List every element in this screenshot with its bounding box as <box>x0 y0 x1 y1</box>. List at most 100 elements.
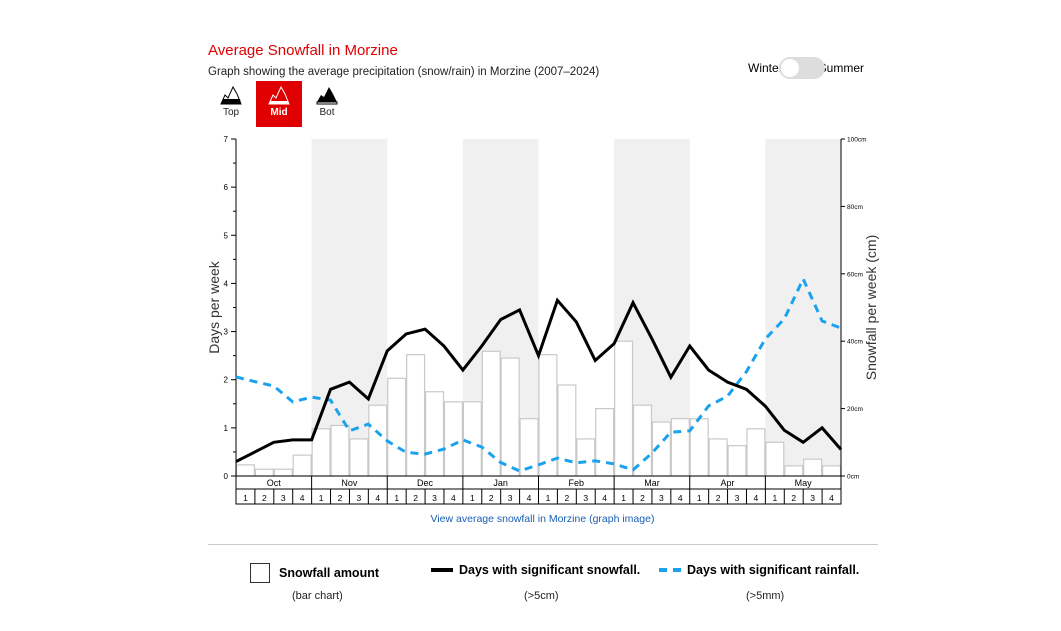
week-label: 3 <box>583 493 588 503</box>
snowfall-bar <box>595 408 615 477</box>
snowfall-bar <box>292 454 312 477</box>
week-label: 4 <box>451 493 456 503</box>
month-label: Jan <box>493 478 508 488</box>
snowfall-bar <box>330 424 350 477</box>
week-label: 2 <box>338 493 343 503</box>
week-label: 2 <box>640 493 645 503</box>
snowfall-bar <box>614 340 634 477</box>
legend-sub: (bar chart) <box>292 590 343 602</box>
snow-days-line <box>235 297 843 463</box>
snowfall-bar <box>235 464 256 477</box>
month-label: May <box>795 478 813 488</box>
week-label: 2 <box>262 493 267 503</box>
altitude-bottom-button[interactable]: Bot <box>304 81 350 127</box>
snowfall-bar <box>462 401 482 477</box>
week-label: 1 <box>546 493 551 503</box>
week-label: 3 <box>432 493 437 503</box>
snowfall-bar <box>784 465 804 477</box>
snowfall-bar <box>803 458 823 477</box>
y-tick-label: 0 <box>224 472 229 481</box>
legend-snow-days: Days with significant snowfall. <box>431 563 640 577</box>
snowfall-bar <box>368 404 388 477</box>
altitude-label: Top <box>222 107 240 118</box>
week-label: 1 <box>319 493 324 503</box>
legend-sub: (>5mm) <box>746 590 785 602</box>
snowfall-bar <box>670 418 690 477</box>
week-label: 1 <box>772 493 777 503</box>
month-label: Apr <box>721 478 735 488</box>
y-tick-label: 7 <box>224 135 229 144</box>
toggle-label-winter: Winter <box>748 61 783 75</box>
divider <box>208 544 878 545</box>
week-label: 1 <box>243 493 248 503</box>
y-axis-title: Days per week <box>206 260 222 354</box>
month-label: Feb <box>569 478 585 488</box>
y2-tick-label: 0cm <box>847 474 859 481</box>
week-label: 4 <box>375 493 380 503</box>
legend-rain-days: Days with significant rainfall. <box>659 563 859 577</box>
snowfall-bar <box>424 391 445 477</box>
snowfall-bar <box>311 428 331 477</box>
week-label: 4 <box>300 493 305 503</box>
y-tick-label: 2 <box>224 376 229 385</box>
week-label: 3 <box>281 493 286 503</box>
month-label: Oct <box>267 478 282 488</box>
snowfall-bar <box>821 465 842 477</box>
page-subtitle: Graph showing the average precipitation … <box>208 66 600 78</box>
week-label: 1 <box>394 493 399 503</box>
snowfall-bar <box>576 438 596 477</box>
month-label: Dec <box>417 478 434 488</box>
snowfall-bar <box>727 445 747 477</box>
legend-sub: (>5cm) <box>524 590 559 602</box>
toggle-label-summer: Summer <box>818 61 865 75</box>
week-label: 3 <box>810 493 815 503</box>
mountain-bottom-icon <box>316 87 338 105</box>
week-label: 4 <box>678 493 683 503</box>
y2-tick-label: 80cm <box>847 204 863 211</box>
snowfall-bar <box>765 441 785 477</box>
mountain-mid-icon <box>268 85 290 105</box>
snowfall-bar <box>273 468 293 477</box>
y-tick-label: 6 <box>224 183 229 192</box>
week-label: 4 <box>602 493 607 503</box>
snowfall-bar <box>254 468 274 477</box>
week-label: 2 <box>791 493 796 503</box>
y2-tick-label: 20cm <box>847 406 863 413</box>
week-label: 1 <box>470 493 475 503</box>
snowfall-bar <box>481 350 501 477</box>
month-band <box>765 139 841 476</box>
rain-days-line <box>235 275 842 473</box>
y-tick-label: 5 <box>224 231 229 240</box>
week-label: 2 <box>716 493 721 503</box>
week-label: 3 <box>735 493 740 503</box>
season-toggle[interactable]: Winter Summer <box>748 57 864 79</box>
y2-tick-label: 60cm <box>847 271 863 278</box>
snowfall-bar <box>349 438 369 477</box>
snowfall-chart: 0 1 2 3 4 5 6 7 0cm 20cm 40cm 60cm 80cm 100cm Days per… <box>206 135 879 505</box>
y-tick-label: 4 <box>224 279 229 288</box>
snowfall-bar <box>557 384 577 477</box>
snowfall-bar <box>387 377 407 477</box>
month-label: Mar <box>644 478 660 488</box>
altitude-top-button[interactable]: Top <box>208 81 254 127</box>
week-label: 4 <box>527 493 532 503</box>
week-label: 1 <box>621 493 626 503</box>
week-label: 3 <box>508 493 513 503</box>
y2-tick-label: 100cm <box>847 137 867 144</box>
month-label: Nov <box>341 478 358 488</box>
y-tick-label: 1 <box>224 424 229 433</box>
week-label: 4 <box>754 493 759 503</box>
altitude-label: Mid <box>270 107 288 118</box>
snowfall-bar <box>500 357 520 477</box>
week-label: 2 <box>413 493 418 503</box>
graph-image-link[interactable]: View average snowfall in Morzine (graph … <box>430 513 655 525</box>
snowfall-bar <box>406 354 426 477</box>
altitude-label: Bot <box>319 107 335 118</box>
week-label: 2 <box>489 493 494 503</box>
altitude-mid-button[interactable]: Mid <box>256 81 302 127</box>
week-label: 4 <box>829 493 834 503</box>
week-label: 2 <box>564 493 569 503</box>
toggle-switch[interactable] <box>778 57 825 79</box>
snowfall-bar <box>746 428 766 477</box>
week-label: 3 <box>357 493 362 503</box>
